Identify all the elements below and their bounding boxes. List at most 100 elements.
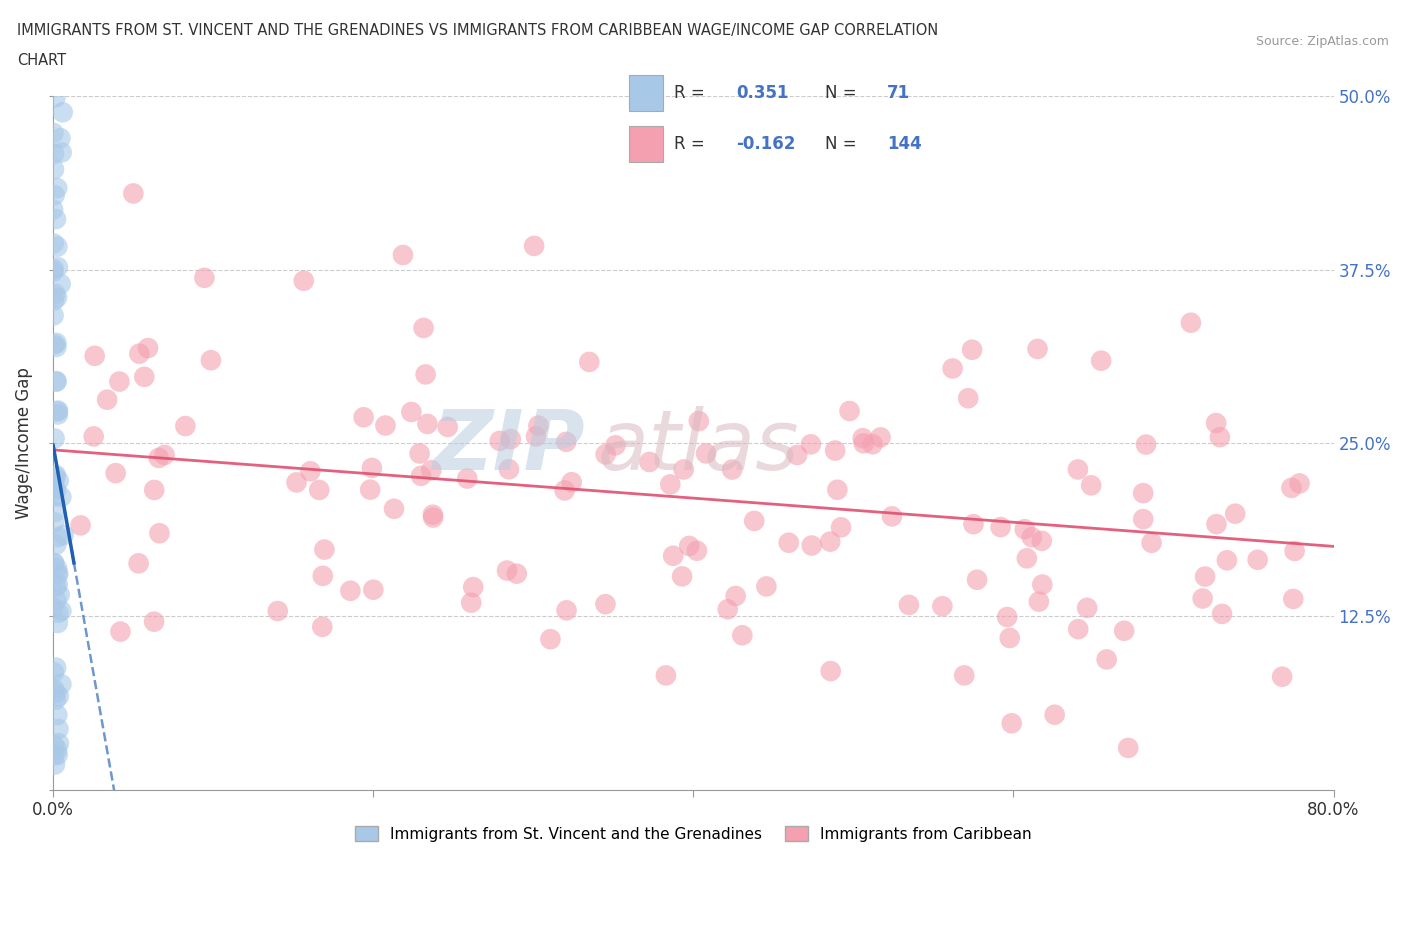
Point	[731, 628, 754, 643]
Point	[46, 290, 69, 305]
Point	[688, 414, 710, 429]
Point	[686, 543, 709, 558]
Text: N =: N =	[825, 135, 856, 153]
Point	[869, 430, 891, 445]
Point	[153, 447, 176, 462]
Text: CHART: CHART	[17, 53, 66, 68]
Point	[897, 597, 920, 612]
Point	[46, 404, 69, 418]
Point	[578, 354, 600, 369]
Point	[44, 90, 66, 105]
Point	[1191, 591, 1213, 606]
Point	[1067, 622, 1090, 637]
Point	[44, 682, 66, 697]
Point	[659, 477, 682, 492]
Point	[143, 614, 166, 629]
Point	[174, 418, 197, 433]
Point	[42, 481, 65, 496]
Point	[148, 450, 170, 465]
Point	[42, 236, 65, 251]
Point	[42, 601, 65, 616]
Point	[299, 464, 322, 479]
Point	[46, 239, 69, 254]
Point	[555, 603, 578, 618]
Point	[1205, 416, 1227, 431]
Point	[308, 483, 330, 498]
Point	[523, 238, 546, 253]
Point	[800, 437, 823, 452]
Y-axis label: Wage/Income Gap: Wage/Income Gap	[15, 367, 32, 519]
Point	[122, 186, 145, 201]
Point	[786, 447, 808, 462]
Point	[818, 534, 841, 549]
Point	[44, 475, 66, 490]
Point	[48, 473, 70, 488]
Point	[45, 336, 67, 351]
Point	[361, 460, 384, 475]
Point	[267, 604, 290, 618]
Point	[51, 145, 73, 160]
Point	[880, 509, 903, 524]
Text: R =: R =	[673, 135, 704, 153]
Point	[45, 468, 67, 483]
Point	[44, 748, 66, 763]
Point	[655, 668, 678, 683]
Point	[110, 624, 132, 639]
Point	[852, 436, 875, 451]
Legend: Immigrants from St. Vincent and the Grenadines, Immigrants from Caribbean: Immigrants from St. Vincent and the Gren…	[349, 819, 1038, 848]
Point	[51, 604, 73, 618]
Point	[595, 447, 617, 462]
Point	[44, 146, 66, 161]
Point	[42, 264, 65, 279]
Point	[605, 438, 627, 453]
Text: atlas: atlas	[598, 405, 799, 487]
Point	[44, 514, 66, 529]
Point	[561, 475, 583, 490]
Point	[862, 437, 884, 452]
Point	[1288, 476, 1310, 491]
Point	[436, 419, 458, 434]
Point	[463, 579, 485, 594]
Point	[1026, 341, 1049, 356]
Point	[48, 689, 70, 704]
Point	[695, 446, 717, 461]
Point	[45, 660, 67, 675]
Point	[422, 510, 444, 525]
Point	[678, 538, 700, 553]
Point	[1271, 670, 1294, 684]
Point	[416, 417, 439, 432]
Point	[540, 631, 562, 646]
Point	[42, 556, 65, 571]
Point	[49, 131, 72, 146]
Point	[1132, 512, 1154, 526]
Point	[42, 126, 65, 140]
Point	[1140, 536, 1163, 551]
Text: 144: 144	[887, 135, 922, 153]
Point	[143, 483, 166, 498]
Point	[408, 446, 430, 461]
Point	[717, 602, 740, 617]
Point	[353, 410, 375, 425]
Point	[359, 483, 381, 498]
Point	[1116, 740, 1139, 755]
Point	[409, 469, 432, 484]
Point	[1021, 530, 1043, 545]
Text: 71: 71	[887, 84, 911, 102]
Point	[671, 569, 693, 584]
Point	[83, 349, 105, 364]
Point	[42, 489, 65, 504]
Point	[824, 443, 846, 458]
Point	[962, 517, 984, 532]
Point	[456, 472, 478, 486]
Point	[52, 527, 75, 542]
Text: Source: ZipAtlas.com: Source: ZipAtlas.com	[1256, 35, 1389, 48]
Point	[422, 507, 444, 522]
Point	[554, 483, 576, 498]
Point	[44, 737, 66, 752]
Point	[1015, 551, 1038, 565]
Point	[311, 619, 333, 634]
Text: 0.351: 0.351	[735, 84, 789, 102]
Point	[42, 665, 65, 680]
Point	[51, 677, 73, 692]
Point	[44, 504, 66, 519]
